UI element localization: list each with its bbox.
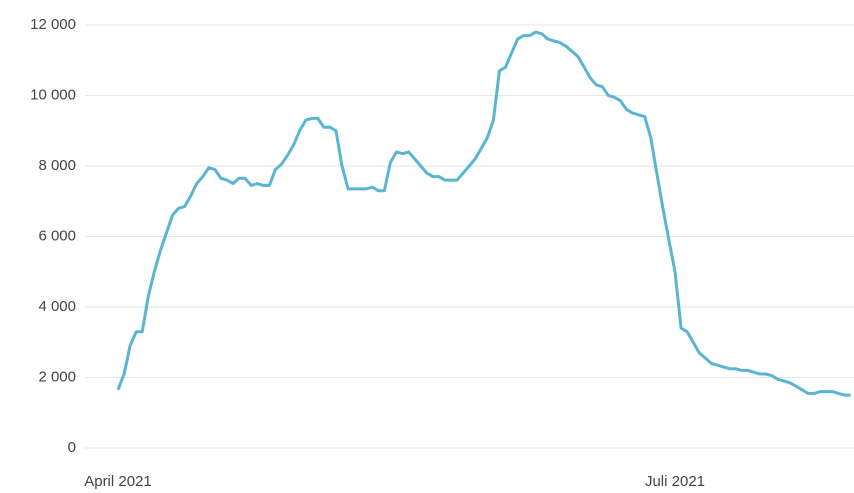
y-tick-label: 4 000 (38, 298, 76, 315)
y-tick-label: 2 000 (38, 368, 76, 385)
x-tick-label: Juli 2021 (645, 473, 705, 490)
y-tick-label: 0 (68, 439, 76, 456)
y-tick-label: 10 000 (30, 86, 76, 103)
y-tick-label: 8 000 (38, 157, 76, 174)
y-tick-label: 12 000 (30, 16, 76, 33)
line (116, 30, 851, 397)
y-tick-label: 6 000 (38, 227, 76, 244)
x-tick-label: April 2021 (84, 473, 152, 490)
